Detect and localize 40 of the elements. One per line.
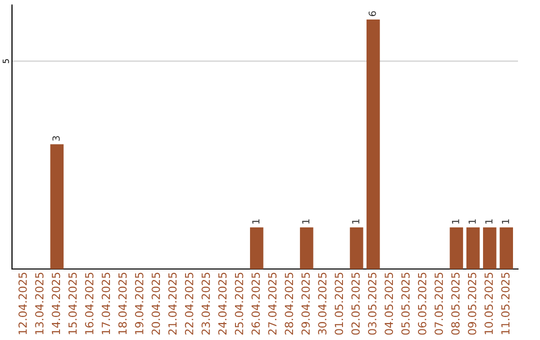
data-label: 1 [452, 219, 460, 224]
x-tick-label: 15.04.2025 [68, 272, 77, 334]
x-tick-label: 19.04.2025 [134, 272, 144, 334]
x-tick-label: 12.04.2025 [18, 272, 27, 334]
x-tick-label: 06.05.2025 [418, 272, 426, 335]
x-tick-label: 18.04.2025 [118, 272, 127, 334]
x-tick-label: 21.04.2025 [168, 272, 177, 335]
x-tick-label: 07.05.2025 [434, 272, 443, 335]
data-label: 1 [485, 219, 492, 224]
x-tick-label: 08.05.2025 [451, 272, 460, 335]
x-tick-label: 13.04.2025 [35, 272, 44, 334]
x-tick-label: 24.04.2025 [218, 272, 227, 335]
x-tick-label: 22.04.2025 [184, 272, 194, 335]
x-tick-label: 16.04.2025 [85, 272, 94, 334]
x-tick-label: 25.04.2025 [234, 272, 244, 335]
x-tick-label: 20.04.2025 [152, 272, 160, 335]
x-tick-label: 01.05.2025 [334, 272, 344, 335]
data-label: 1 [252, 219, 260, 224]
x-tick-label: 17.04.2025 [102, 272, 110, 334]
x-tick-label: 29.04.2025 [301, 272, 310, 335]
x-tick-label: 26.04.2025 [251, 272, 260, 335]
x-tick-label: 02.05.2025 [351, 272, 360, 335]
data-label: 1 [302, 219, 310, 224]
x-tick-label: 10.05.2025 [484, 272, 493, 334]
y-tick-label: 5 [2, 59, 9, 64]
data-label: 1 [502, 219, 510, 224]
x-tick-label: 30.04.2025 [318, 272, 326, 335]
data-label: 6 [368, 11, 376, 16]
x-tick-label: 05.05.2025 [401, 272, 410, 335]
data-label: 1 [352, 219, 360, 224]
x-tick-label: 27.04.2025 [268, 272, 277, 335]
x-tick-label: 23.04.2025 [202, 272, 210, 335]
x-tick-label: 11.05.2025 [501, 272, 510, 334]
x-tick-label: 14.04.2025 [52, 272, 60, 334]
data-label: 1 [468, 219, 476, 224]
x-tick-label: 09.05.2025 [468, 272, 476, 335]
x-tick-label: 28.04.2025 [284, 272, 294, 335]
x-tick-label: 03.05.2025 [368, 272, 376, 335]
data-label: 3 [52, 136, 60, 141]
x-tick-label: 04.05.2025 [384, 272, 394, 335]
